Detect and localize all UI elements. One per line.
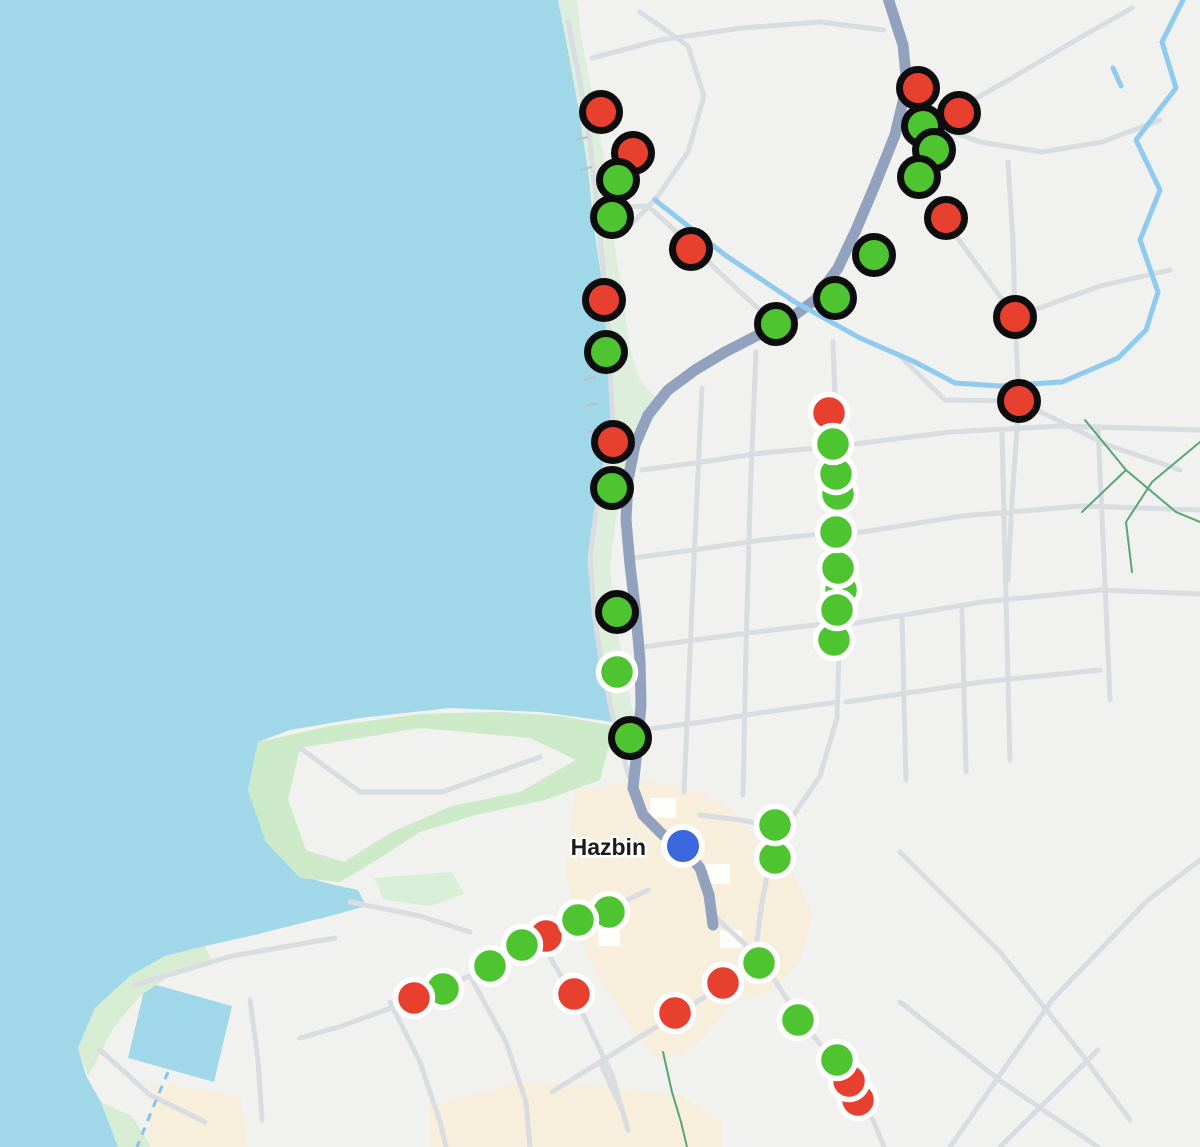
peninsula-green-fringe [78,946,212,1076]
map-marker-red[interactable] [701,961,745,1005]
map-marker-green[interactable] [813,276,857,320]
buildings-layer [598,798,742,948]
map-marker-green[interactable] [737,941,781,985]
map-marker-red[interactable] [993,295,1037,339]
map-marker-green[interactable] [595,590,639,634]
map-marker-red[interactable] [552,972,596,1016]
map-marker-red[interactable] [937,91,981,135]
coast-path-ticks [575,136,601,433]
map-marker-red[interactable] [579,90,623,134]
map-marker-red[interactable] [924,196,968,240]
map-marker-red[interactable] [669,227,713,271]
map-marker-green[interactable] [500,923,544,967]
map-marker-red[interactable] [591,420,635,464]
map-marker-green[interactable] [816,546,860,590]
small-park [374,872,464,906]
downtown-district [566,778,812,1062]
water-area [0,0,614,1147]
districts-layer [150,778,812,1147]
building [650,798,676,818]
map-marker-green[interactable] [595,650,639,694]
map-marker-green[interactable] [608,716,652,760]
map-label-hazbin: Hazbin [571,834,646,860]
map-marker-green[interactable] [584,330,628,374]
map-marker-green[interactable] [897,155,941,199]
map-marker-red[interactable] [653,991,697,1035]
cape-land [288,728,576,862]
map-marker-blue[interactable] [661,824,705,868]
ferry-route [135,1071,170,1147]
markers-layer [392,66,1041,1122]
map-marker-green[interactable] [556,898,600,942]
peninsula-south-green [101,1102,152,1147]
map-marker-green[interactable] [814,510,858,554]
map-marker-green[interactable] [852,233,896,277]
harbor-basin-water [128,982,232,1082]
map-marker-green[interactable] [590,466,634,510]
map-marker-red[interactable] [997,379,1041,423]
map-marker-red[interactable] [392,976,436,1020]
main-road [620,0,913,931]
map-marker-green[interactable] [815,588,859,632]
stream [652,0,1186,389]
map-marker-green[interactable] [590,195,634,239]
harbor-district [150,1082,248,1147]
map-marker-green[interactable] [753,803,797,847]
map-marker-green[interactable] [815,1038,859,1082]
map-marker-green[interactable] [811,422,855,466]
south-district [430,1082,722,1147]
trail-paths [662,419,1200,1147]
map-marker-green[interactable] [754,302,798,346]
building [704,864,730,884]
map-marker-red[interactable] [582,278,626,322]
map-marker-green[interactable] [596,158,640,202]
map-marker-red[interactable] [896,66,940,110]
map-marker-green[interactable] [468,944,512,988]
map-marker-green[interactable] [776,998,820,1042]
